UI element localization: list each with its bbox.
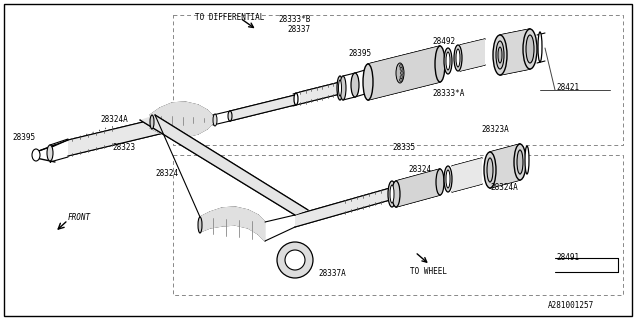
Ellipse shape	[514, 144, 526, 180]
Ellipse shape	[400, 68, 403, 70]
Ellipse shape	[363, 64, 373, 100]
Ellipse shape	[444, 48, 452, 74]
Ellipse shape	[444, 166, 452, 192]
Ellipse shape	[277, 242, 313, 278]
Polygon shape	[150, 102, 215, 137]
Text: 28324: 28324	[408, 165, 431, 174]
Ellipse shape	[396, 63, 404, 83]
Ellipse shape	[446, 170, 450, 188]
Ellipse shape	[213, 114, 217, 126]
Text: TO WHEEL: TO WHEEL	[410, 268, 447, 276]
Text: 28324A: 28324A	[100, 116, 128, 124]
Text: 28324: 28324	[155, 170, 178, 179]
Ellipse shape	[399, 65, 403, 68]
Ellipse shape	[337, 76, 343, 100]
Ellipse shape	[198, 217, 202, 233]
Ellipse shape	[498, 47, 502, 63]
Ellipse shape	[294, 93, 298, 105]
Ellipse shape	[454, 45, 462, 71]
Text: 28395: 28395	[348, 49, 371, 58]
Ellipse shape	[351, 73, 359, 97]
Ellipse shape	[487, 158, 493, 182]
Polygon shape	[68, 110, 193, 156]
Text: A281001257: A281001257	[548, 301, 595, 310]
Ellipse shape	[523, 29, 537, 69]
Text: 28333*B: 28333*B	[278, 15, 310, 25]
Polygon shape	[200, 207, 265, 241]
Ellipse shape	[446, 52, 450, 70]
Polygon shape	[396, 169, 440, 207]
Polygon shape	[295, 188, 390, 227]
Text: FRONT: FRONT	[68, 213, 91, 222]
Ellipse shape	[436, 169, 444, 195]
Ellipse shape	[400, 76, 403, 78]
Ellipse shape	[493, 35, 507, 75]
Ellipse shape	[496, 41, 504, 69]
Ellipse shape	[339, 80, 342, 96]
Ellipse shape	[228, 111, 232, 121]
Polygon shape	[140, 115, 308, 215]
Text: 28491: 28491	[556, 253, 579, 262]
Ellipse shape	[435, 46, 445, 82]
Ellipse shape	[47, 145, 53, 161]
Polygon shape	[368, 46, 440, 100]
Polygon shape	[452, 158, 482, 192]
Ellipse shape	[285, 250, 305, 270]
Ellipse shape	[526, 35, 534, 63]
Polygon shape	[300, 82, 340, 104]
Text: 28337A: 28337A	[318, 269, 346, 278]
Ellipse shape	[456, 49, 460, 67]
Ellipse shape	[484, 152, 496, 188]
Ellipse shape	[150, 115, 154, 129]
Ellipse shape	[340, 76, 346, 100]
Text: 28335: 28335	[392, 143, 415, 153]
Ellipse shape	[400, 71, 403, 75]
Polygon shape	[490, 144, 520, 188]
Ellipse shape	[399, 78, 403, 81]
Ellipse shape	[388, 181, 396, 207]
Text: TO DIFFERENTIAL: TO DIFFERENTIAL	[195, 13, 264, 22]
Ellipse shape	[525, 146, 529, 174]
Text: 28421: 28421	[556, 84, 579, 92]
Ellipse shape	[517, 150, 523, 174]
Text: 28323A: 28323A	[481, 125, 509, 134]
Ellipse shape	[392, 181, 400, 207]
Ellipse shape	[538, 32, 542, 62]
Text: 28324A: 28324A	[490, 183, 518, 193]
Ellipse shape	[390, 185, 394, 203]
Polygon shape	[460, 39, 485, 71]
Ellipse shape	[32, 149, 40, 161]
Text: 28323: 28323	[112, 143, 135, 153]
Text: 28333*A: 28333*A	[432, 89, 465, 98]
Polygon shape	[230, 95, 295, 121]
Text: 28492: 28492	[432, 37, 455, 46]
Text: 28337: 28337	[287, 26, 310, 35]
Polygon shape	[4, 4, 632, 316]
Polygon shape	[500, 29, 530, 75]
Text: 28395: 28395	[12, 133, 35, 142]
